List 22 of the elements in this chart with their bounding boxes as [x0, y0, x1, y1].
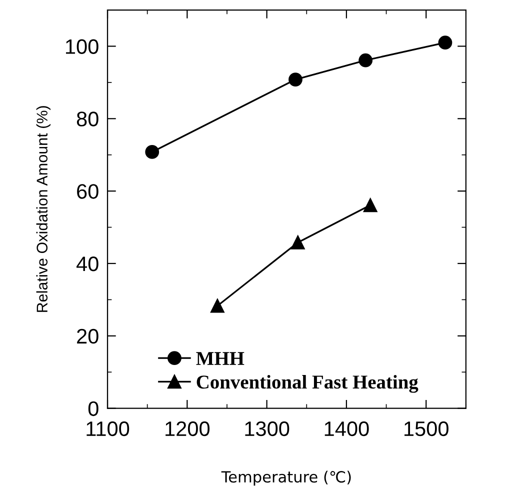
y-tick-label: 0	[88, 401, 98, 416]
x-tick-label: 1200	[166, 421, 210, 436]
x-axis-title: Temperature (℃)	[221, 470, 351, 486]
point	[363, 198, 378, 212]
legend-label: MHH	[196, 352, 244, 365]
point	[145, 145, 160, 159]
point	[438, 36, 452, 50]
x-tick-label: 1500	[404, 421, 448, 436]
x-tick-label: 1100	[86, 421, 130, 436]
x-tick-label: 1300	[245, 421, 290, 436]
y-tick-label: 100	[66, 39, 98, 54]
y-tick-label: 20	[77, 328, 98, 344]
y-tick-label: 40	[76, 256, 98, 272]
y-tick-label: 80	[76, 112, 98, 126]
point	[210, 298, 224, 313]
y-tick-label: 60	[77, 184, 98, 199]
point	[288, 72, 302, 86]
legend-label: Conventional Fast Heating	[196, 374, 418, 393]
point	[358, 53, 373, 68]
y-axis-title: Relative Oxidation Amount (%)	[36, 106, 51, 312]
x-tick-label: 1400	[324, 421, 369, 436]
point	[290, 236, 305, 250]
